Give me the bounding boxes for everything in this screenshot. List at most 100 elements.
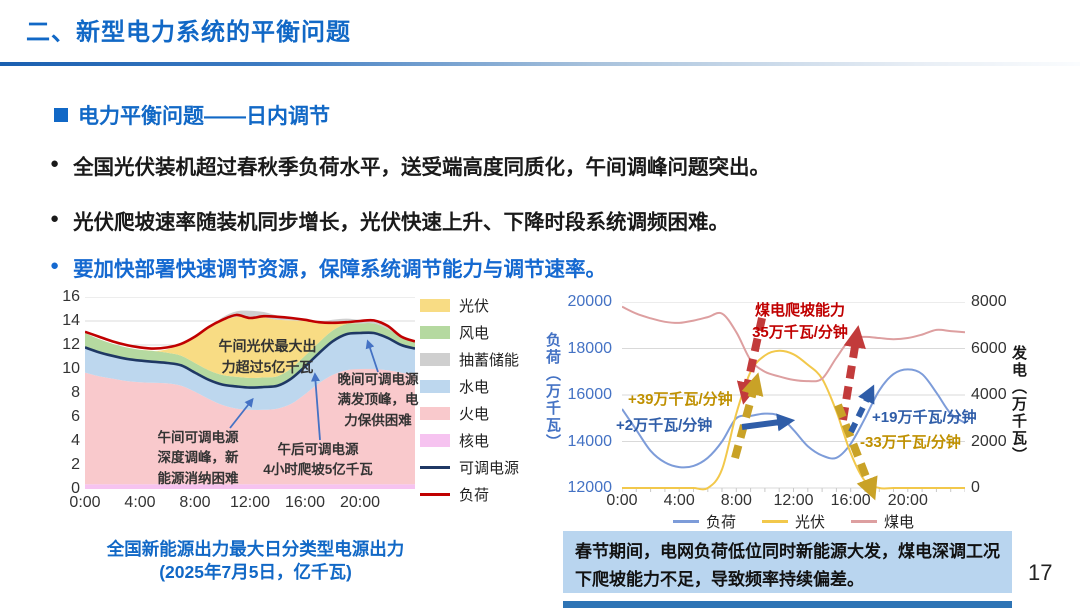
tick-label: 14000 (567, 432, 613, 450)
line-煤电 (622, 305, 965, 383)
tick-label: 12:00 (229, 494, 271, 511)
bullet-3-suffix: ，保障系统调节能力与调节速率。 (298, 258, 607, 281)
line-可调电源 (85, 331, 415, 389)
legend-item-火电: 火电 (420, 400, 519, 427)
tick-label: 光伏 (794, 514, 825, 531)
legend-item-煤电: 煤电 (851, 511, 914, 532)
tick-label: 6000 (971, 339, 1007, 357)
tick-label: 8:00 (720, 492, 752, 509)
area-抽蓄储能 (85, 310, 415, 352)
legend-swatch (420, 492, 450, 497)
tick-label: 8:00 (179, 494, 211, 511)
tick-label: 16000 (567, 386, 613, 403)
tick-label: 火电 (459, 406, 490, 423)
legend-swatch (420, 407, 450, 420)
tick-label: 4000 (971, 386, 1007, 403)
title-divider (0, 62, 1080, 66)
tick-label: 4 (71, 432, 80, 449)
bullet-point-1: ● 全国光伏装机超过春秋季负荷水平，送受端高度同质化，午间调峰问题突出。 (50, 150, 1060, 180)
legend-item-抽蓄储能: 抽蓄储能 (420, 346, 519, 373)
right-chart-right-axis-title: 发电（万千瓦） (1010, 345, 1027, 464)
tick-label: 16:00 (284, 494, 326, 511)
tick-label: 16:00 (830, 492, 871, 509)
tick-label: 2 (71, 456, 80, 473)
legend-swatch (420, 299, 450, 312)
tick-label: 8000 (971, 293, 1007, 310)
legend-item-风电: 风电 (420, 319, 519, 346)
note-box: 春节期间，电网负荷低位同时新能源大发，煤电深调工况下爬坡能力不足，导致频率持续偏… (563, 531, 1012, 593)
tick-label: 10 (62, 360, 80, 377)
annotation-pv-ramp-up-rate: +39万千瓦/分钟 (628, 391, 733, 408)
area-核电 (85, 484, 415, 489)
legend-item-负荷: 负荷 (672, 511, 736, 532)
tick-label: 16 (62, 288, 80, 305)
tick-label: 20:00 (339, 494, 381, 511)
page-number: 17 (1028, 560, 1053, 585)
bullet-text-1: 全国光伏装机超过春秋季负荷水平，送受端高度同质化，午间调峰问题突出。 (73, 156, 771, 179)
legend-swatch (761, 520, 788, 523)
bullet-dot-icon: ● (50, 257, 60, 274)
tick-label: 18000 (567, 339, 613, 357)
bullet-3-bold: 快速调节资源 (175, 258, 299, 281)
bullet-text-2: 光伏爬坡速率随装机同步增长，光伏快速上升、下降时段系统调频困难。 (73, 211, 730, 234)
right-chart-x-axis: 0:00 4:00 8:00 12:00 16:00 20:00 (606, 492, 965, 510)
legend-swatch (420, 380, 450, 393)
left-chart-caption: 全国新能源出力最大日分类型电源出力 (2025年7月5日，亿千瓦) (83, 538, 428, 584)
bullet-dot-icon: ● (50, 210, 60, 227)
annotation-coal-ramp-capacity: 煤电爬坡能力 35万千瓦/分钟 (752, 302, 848, 341)
bullet-dot-icon: ● (50, 155, 60, 172)
legend-swatch (851, 520, 877, 523)
left-chart-caption-line2: (2025年7月5日，亿千瓦) (159, 562, 352, 583)
bullet-text-3: 要加快部署快速调节资源，保障系统调节能力与调节速率。 (73, 252, 606, 282)
tick-label: 8 (71, 384, 80, 401)
area-风电 (85, 322, 415, 388)
left-chart-x-axis: 0:00 4:00 8:00 12:00 16:00 20:00 (69, 494, 415, 512)
legend-swatch (420, 326, 450, 339)
tick-label: 20:00 (887, 492, 928, 509)
tick-label: 核电 (459, 433, 490, 450)
tick-label: 煤电 (884, 514, 915, 531)
tick-label: 可调电源 (459, 460, 520, 477)
legend-swatch (420, 434, 450, 447)
slide-title: 二、新型电力系统的平衡问题 (26, 19, 351, 46)
tick-label: 0 (971, 479, 980, 496)
annotation-pv-ramp-down-rate: -33万千瓦/分钟 (860, 434, 961, 451)
square-bullet-icon (54, 108, 68, 122)
annotation-noon-dispatch: 午间可调电源 深度调峰，新 能源消纳困难 (157, 430, 239, 486)
tick-label: 20000 (567, 293, 613, 310)
legend-item-负荷: 负荷 (420, 481, 519, 508)
section-heading-text: 电力平衡问题——日内调节 (78, 105, 330, 128)
annotation-noon-pv-max: 午间光伏最大出 力超过5亿千瓦 (218, 338, 317, 375)
legend-swatch (672, 520, 699, 523)
bullet-point-3: ● 要加快部署快速调节资源，保障系统调节能力与调节速率。 (50, 252, 1060, 282)
tick-label: 12:00 (773, 492, 814, 509)
right-chart-right-y-axis: 8000 6000 4000 2000 0 (971, 292, 1017, 508)
legend-swatch (420, 465, 450, 470)
tick-label: 风电 (459, 325, 490, 342)
tick-label: 12000 (567, 479, 613, 496)
area-光伏 (85, 316, 415, 379)
tick-label: 14 (62, 312, 80, 329)
tick-label: 负荷 (459, 487, 490, 504)
tick-label: 0 (71, 480, 80, 497)
legend-item-水电: 水电 (420, 373, 519, 400)
annotation-afternoon-ramp: 午后可调电源 4小时爬坡5亿千瓦 (263, 442, 373, 478)
section-heading: 电力平衡问题——日内调节 (54, 100, 330, 130)
tick-label: 6 (71, 408, 80, 425)
bullet-point-2: ● 光伏爬坡速率随装机同步增长，光伏快速上升、下降时段系统调频困难。 (50, 205, 1060, 235)
line-负荷 (85, 313, 415, 350)
left-chart-y-axis: 16 14 12 10 8 6 4 2 0 (52, 287, 80, 499)
tick-label: 抽蓄储能 (459, 352, 520, 369)
tick-label: 负荷 (705, 514, 736, 531)
legend-item-光伏: 光伏 (761, 511, 825, 532)
annotation-evening-peak: 晚间可调电源 满发顶峰，电 力保供困难 (337, 372, 419, 428)
tick-label: 12 (62, 336, 80, 353)
legend-item-核电: 核电 (420, 427, 519, 454)
bullet-3-prefix: 要加快部署 (73, 258, 176, 281)
legend-swatch (420, 353, 450, 366)
tick-label: 4:00 (663, 492, 695, 509)
bottom-accent-strip (563, 601, 1012, 608)
tick-label: 光伏 (459, 298, 490, 315)
right-chart-legend: 负荷 光伏 煤电 (622, 511, 965, 532)
tick-label: 水电 (459, 379, 490, 396)
